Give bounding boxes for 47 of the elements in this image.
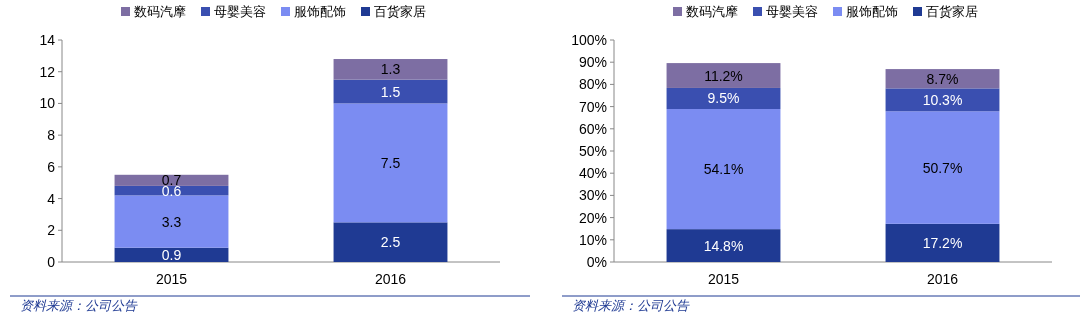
legend-label: 服饰配饰 [294,4,346,19]
data-label: 14.8% [703,237,744,254]
data-label: 17.2% [922,234,963,251]
y-tick-label: 100% [571,32,607,48]
legend-label: 母婴美容 [214,4,266,19]
data-label: 54.1% [703,161,744,178]
y-tick-label: 10 [39,95,56,112]
legend-label: 母婴美容 [766,4,818,19]
data-label: 50.7% [922,159,963,176]
y-tick-label: 14 [39,32,56,48]
data-label: 9.5% [707,90,740,107]
legend-label: 数码汽摩 [134,4,186,19]
y-tick-label: 4 [47,190,56,207]
y-tick-label: 60% [578,120,607,137]
x-tick-label: 2015 [707,271,740,287]
text: 资料来源：公司公告 [20,298,138,313]
y-tick-label: 2 [47,222,56,239]
y-tick-label: 12 [39,63,56,80]
x-tick-label: 2015 [155,271,188,287]
y-tick-label: 0 [47,254,56,270]
x-tick-label: 2016 [926,271,959,287]
y-tick-label: 8 [47,127,56,144]
data-label: 1.5 [380,83,401,100]
text: 资料来源：公司公告 [572,298,690,313]
y-tick-label: 0% [586,254,607,270]
legend-label: 数码汽摩 [686,4,738,19]
y-tick-label: 6 [47,158,56,175]
x-tick-label: 2016 [374,271,407,287]
y-tick-label: 30% [578,187,607,204]
data-label: 0.9 [161,246,182,263]
y-tick-label: 80% [578,76,607,93]
data-label: 10.3% [922,91,963,108]
data-label: 3.3 [161,213,182,230]
y-tick-label: 90% [578,54,607,71]
data-label: 1.3 [380,61,401,78]
legend-label: 百货家居 [926,4,978,19]
y-tick-label: 40% [578,165,607,182]
y-tick-label: 20% [578,209,607,226]
legend-label: 百货家居 [374,4,426,19]
y-tick-label: 50% [578,143,607,159]
data-label: 8.7% [926,70,959,87]
y-tick-label: 70% [578,98,607,115]
y-tick-label: 10% [578,231,607,248]
data-label: 7.5 [380,154,401,171]
data-label: 11.2% [704,67,743,84]
legend-label: 服饰配饰 [846,4,898,19]
data-label: 2.5 [380,234,401,251]
